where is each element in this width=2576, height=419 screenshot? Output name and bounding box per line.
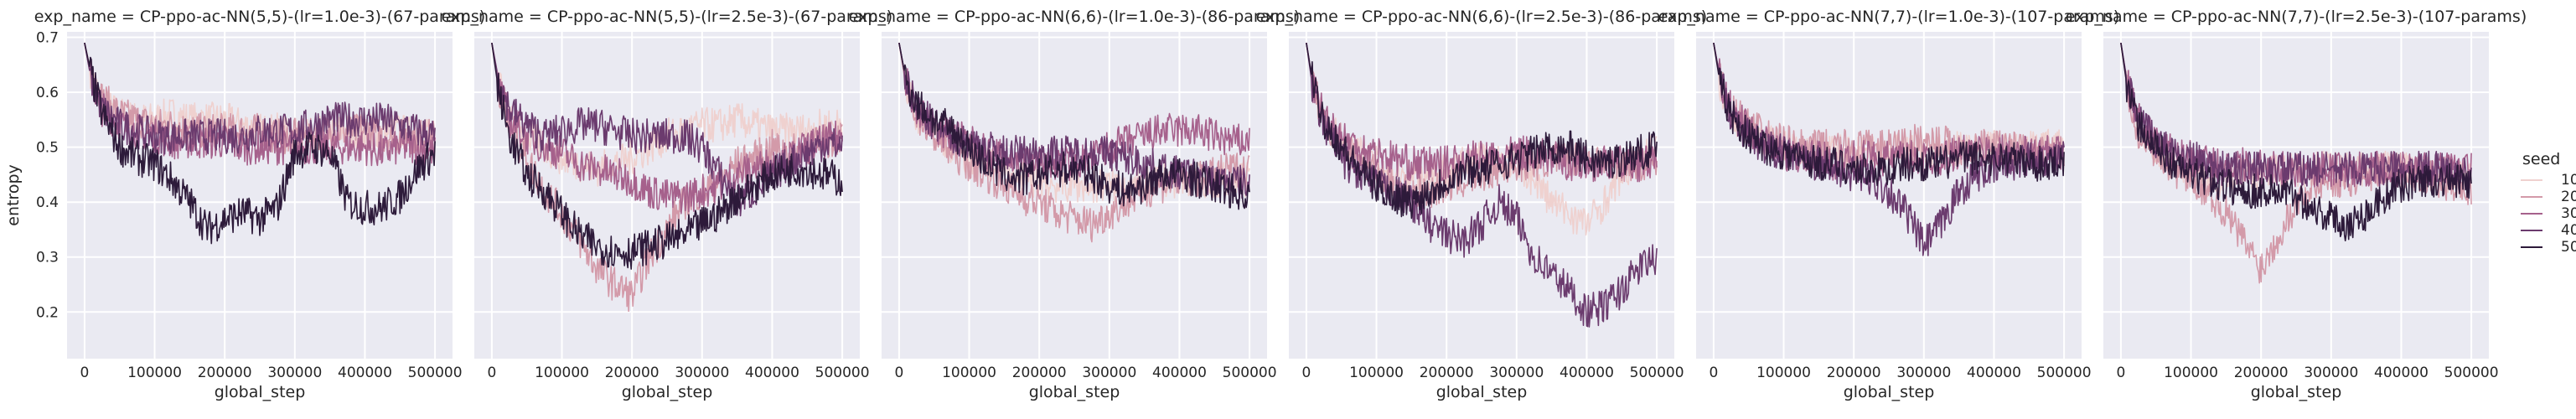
x-tick-label: 100000 (535, 365, 589, 381)
legend-title: seed (2522, 150, 2560, 168)
x-tick-label: 500000 (408, 365, 463, 381)
x-tick-label: 100000 (1756, 365, 1811, 381)
x-tick-label: 400000 (2374, 365, 2429, 381)
series-line-seed-50 (1306, 42, 1658, 220)
x-tick-label: 500000 (1630, 365, 1684, 381)
x-tick-label: 0 (487, 365, 496, 381)
x-tick-label: 400000 (745, 365, 799, 381)
x-tick-label: 500000 (2037, 365, 2092, 381)
facet-title: exp_name = CP-ppo-ac-NN(5,5)-(lr=2.5e-3)… (442, 8, 892, 26)
series-line-seed-50 (84, 42, 436, 245)
y-tick-label: 0.6 (36, 85, 59, 101)
facet-panel-1: 0 100000 200000 300000 400000 500000 0.2 0.3 0.4… (4, 8, 485, 401)
legend-label: 10 (2561, 172, 2576, 189)
x-tick-label: 300000 (1896, 365, 1951, 381)
legend-label: 40 (2561, 222, 2576, 239)
facet-panel-5: 0 100000 200000 300000 400000 500000 global_st… (1658, 8, 2119, 401)
facet-title: exp_name = CP-ppo-ac-NN(7,7)-(lr=2.5e-3)… (2066, 8, 2527, 26)
x-axis-label: global_step (215, 383, 306, 401)
y-tick-label: 0.5 (36, 140, 59, 157)
x-tick-label: 400000 (1560, 365, 1614, 381)
x-tick-label: 100000 (2164, 365, 2218, 381)
x-tick-label: 0 (1301, 365, 1311, 381)
facet-title: exp_name = CP-ppo-ac-NN(7,7)-(lr=1.0e-3)… (1658, 8, 2119, 26)
x-tick-label: 200000 (1420, 365, 1474, 381)
x-tick-label: 200000 (198, 365, 252, 381)
legend-label: 50 (2561, 239, 2576, 256)
x-tick-label: 100000 (1349, 365, 1404, 381)
x-tick-label: 300000 (1489, 365, 1544, 381)
x-tick-label: 300000 (2304, 365, 2358, 381)
x-axis-label: global_step (1844, 383, 1935, 401)
y-tick-label: 0.3 (36, 250, 59, 266)
legend-label: 30 (2561, 205, 2576, 222)
series-line-seed-40 (84, 42, 436, 155)
legend-label: 20 (2561, 189, 2576, 205)
x-tick-label: 100000 (942, 365, 996, 381)
series-line-seed-50 (1713, 42, 2065, 187)
x-tick-label: 0 (1709, 365, 1718, 381)
x-tick-label: 200000 (1012, 365, 1067, 381)
x-axis-label: global_step (1029, 383, 1120, 401)
x-tick-label: 500000 (2444, 365, 2499, 381)
x-tick-label: 500000 (815, 365, 870, 381)
facet-panel-6: 0 100000 200000 300000 400000 500000 global_st… (2066, 8, 2527, 401)
facet-panel-2: 0 100000 200000 300000 400000 500000 global_st… (442, 8, 892, 401)
y-tick-label: 0.4 (36, 194, 59, 211)
series-line-seed-30 (491, 42, 843, 215)
series-line-seed-50 (898, 42, 1250, 210)
x-tick-label: 400000 (338, 365, 392, 381)
x-tick-label: 300000 (675, 365, 729, 381)
y-tick-label: 0.7 (36, 30, 59, 47)
series-line-seed-50 (2120, 42, 2472, 242)
facet-title: exp_name = CP-ppo-ac-NN(5,5)-(lr=1.0e-3)… (34, 8, 485, 26)
y-axis-label: entropy (4, 164, 23, 226)
x-tick-label: 0 (894, 365, 903, 381)
x-tick-label: 0 (80, 365, 89, 381)
x-axis-label: global_step (2251, 383, 2342, 401)
x-tick-label: 300000 (1082, 365, 1136, 381)
x-tick-label: 200000 (1827, 365, 1881, 381)
facet-panel-4: 0 100000 200000 300000 400000 500000 global_st… (1256, 8, 1707, 401)
y-tick-label: 0.2 (36, 304, 59, 321)
facet-title: exp_name = CP-ppo-ac-NN(6,6)-(lr=2.5e-3)… (1256, 8, 1707, 26)
plot-area (882, 32, 1267, 359)
plot-area (1289, 32, 1674, 359)
x-tick-label: 100000 (127, 365, 182, 381)
x-axis-label: global_step (1436, 383, 1528, 401)
x-tick-label: 0 (2116, 365, 2125, 381)
x-axis-label: global_step (622, 383, 713, 401)
plot-area (67, 32, 453, 359)
series-line-seed-20 (898, 42, 1250, 243)
x-tick-label: 400000 (1967, 365, 2021, 381)
x-tick-label: 500000 (1223, 365, 1277, 381)
facet-title: exp_name = CP-ppo-ac-NN(6,6)-(lr=1.0e-3)… (849, 8, 1300, 26)
x-tick-label: 200000 (605, 365, 660, 381)
series-line-seed-50 (491, 42, 843, 270)
x-tick-label: 200000 (2234, 365, 2289, 381)
x-tick-label: 400000 (1152, 365, 1207, 381)
x-tick-label: 300000 (267, 365, 322, 381)
facet-panel-3: 0 100000 200000 300000 400000 500000 global_st… (849, 8, 1300, 401)
